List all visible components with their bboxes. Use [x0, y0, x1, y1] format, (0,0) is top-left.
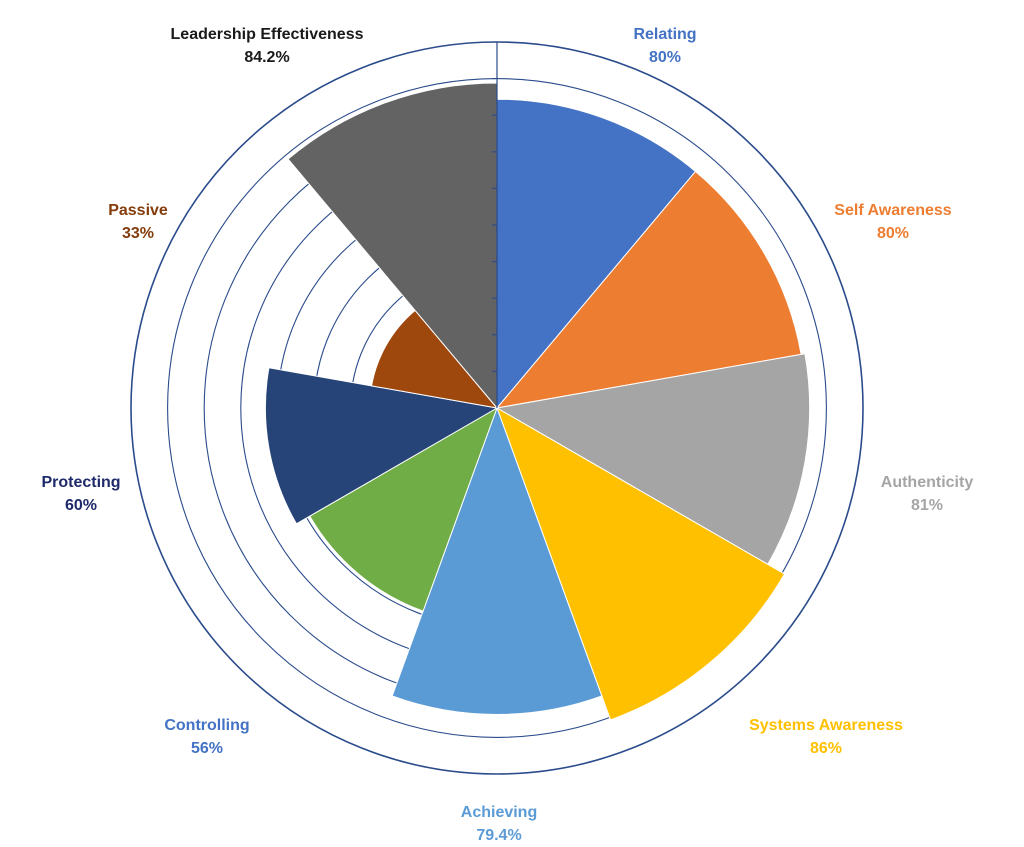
radial-axis	[492, 41, 498, 408]
segment-name: Authenticity	[880, 474, 974, 491]
segment-name: Leadership Effectiveness	[170, 26, 364, 43]
segment-controlling	[309, 406, 498, 612]
segment-label: Leadership Effectiveness 84.2%	[171, 23, 364, 69]
segment-protecting	[264, 367, 499, 525]
segment-value: 79.4%	[476, 827, 522, 844]
segment-relating	[496, 98, 697, 410]
segment-name: Relating	[633, 26, 697, 43]
segment-name: Protecting	[41, 474, 121, 491]
segment-achieving	[391, 406, 603, 715]
segment-value: 81%	[910, 497, 944, 514]
segment-value: 80%	[648, 49, 682, 66]
segment-passive	[370, 309, 499, 409]
segment-systems-awareness	[496, 406, 786, 721]
segment-name: Controlling	[164, 717, 250, 734]
segment-label: Controlling 56%	[164, 714, 249, 760]
segment-authenticity	[495, 353, 811, 566]
segment-value: 80%	[876, 225, 910, 242]
segment-name: Self Awareness	[834, 202, 952, 219]
chart-segments	[264, 82, 811, 721]
segment-self-awareness	[495, 170, 802, 409]
segment-name: Passive	[108, 202, 168, 219]
segment-value: 60%	[64, 497, 98, 514]
segment-value: 86%	[809, 740, 843, 757]
segment-label: Passive 33%	[108, 199, 168, 245]
segment-label: Systems Awareness 86%	[749, 714, 903, 760]
segment-label: Achieving 79.4%	[461, 801, 537, 847]
segment-value: 56%	[190, 740, 224, 757]
segment-label: Authenticity 81%	[881, 471, 973, 517]
segment-value: 33%	[121, 225, 155, 242]
segment-name: Achieving	[460, 804, 538, 821]
segment-name: Systems Awareness	[749, 717, 903, 734]
segment-label: Self Awareness 80%	[834, 199, 951, 245]
segment-value: 84.2%	[244, 49, 290, 66]
segment-label: Relating 80%	[633, 23, 696, 69]
segment-leadership-effectiveness	[287, 82, 498, 410]
segment-label: Protecting 60%	[41, 471, 120, 517]
